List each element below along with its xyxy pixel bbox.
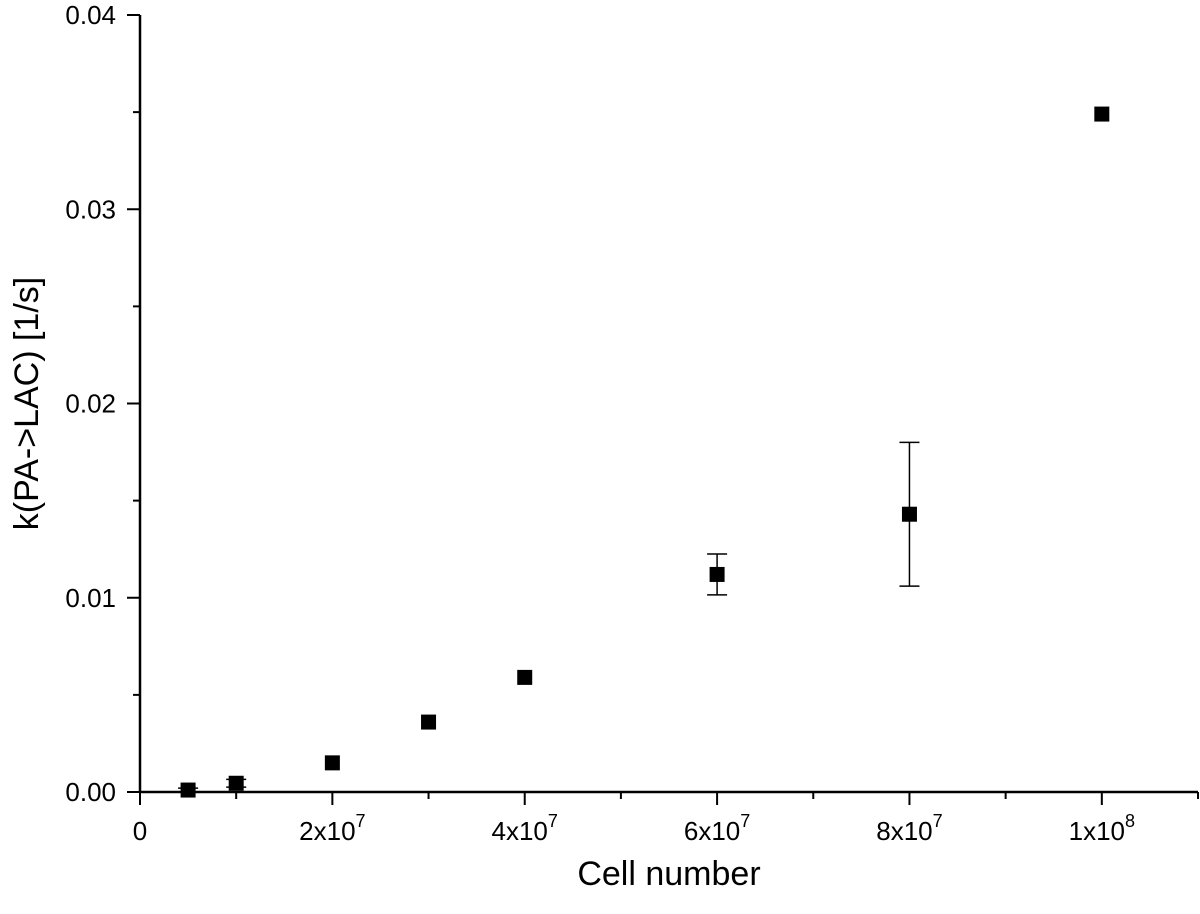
x-axis-title: Cell number bbox=[577, 855, 760, 893]
data-point bbox=[180, 782, 196, 798]
data-point bbox=[421, 714, 437, 730]
y-tick-label: 0.01 bbox=[65, 583, 116, 613]
y-ticks: 0.00 0.01 0.02 0.03 0.04 bbox=[65, 0, 140, 807]
x-tick-label-mantissa: 2x10 bbox=[299, 816, 355, 846]
data-point bbox=[709, 566, 725, 582]
y-tick-label: 0.04 bbox=[65, 0, 116, 30]
x-tick-label-mantissa: 6x10 bbox=[684, 816, 740, 846]
data-point bbox=[901, 506, 917, 522]
x-ticks: 0 2x107 4x107 6x107 8x107 1x108 bbox=[133, 792, 1199, 846]
x-tick-label-exponent: 7 bbox=[356, 811, 366, 831]
x-tick-label-mantissa: 1x10 bbox=[1069, 816, 1125, 846]
y-tick-label: 0.03 bbox=[65, 194, 116, 224]
y-tick-label: 0.00 bbox=[65, 777, 116, 807]
x-tick-label: 0 bbox=[133, 816, 147, 846]
x-tick-label: 6x107 bbox=[684, 811, 750, 846]
x-tick-label: 4x107 bbox=[492, 811, 558, 846]
x-tick-label-mantissa: 4x10 bbox=[492, 816, 548, 846]
y-tick-label: 0.02 bbox=[65, 389, 116, 419]
x-tick-label-exponent: 7 bbox=[548, 811, 558, 831]
y-axis-title: k(PA->LAC) [1/s] bbox=[8, 277, 46, 531]
x-tick-label: 2x107 bbox=[299, 811, 365, 846]
x-tick-label-exponent: 7 bbox=[740, 811, 750, 831]
data-point bbox=[517, 669, 533, 685]
error-bars bbox=[178, 441, 920, 793]
x-tick-label-mantissa: 8x10 bbox=[876, 816, 932, 846]
data-point bbox=[324, 755, 340, 771]
x-tick-label-mantissa: 0 bbox=[133, 816, 147, 846]
axes bbox=[138, 15, 1198, 794]
x-tick-label-exponent: 7 bbox=[933, 811, 943, 831]
x-tick-label: 8x107 bbox=[876, 811, 942, 846]
x-tick-label: 1x108 bbox=[1069, 811, 1135, 846]
x-tick-label-exponent: 8 bbox=[1125, 811, 1135, 831]
data-point bbox=[1094, 106, 1110, 122]
data-points bbox=[180, 106, 1110, 798]
data-point bbox=[228, 775, 244, 791]
